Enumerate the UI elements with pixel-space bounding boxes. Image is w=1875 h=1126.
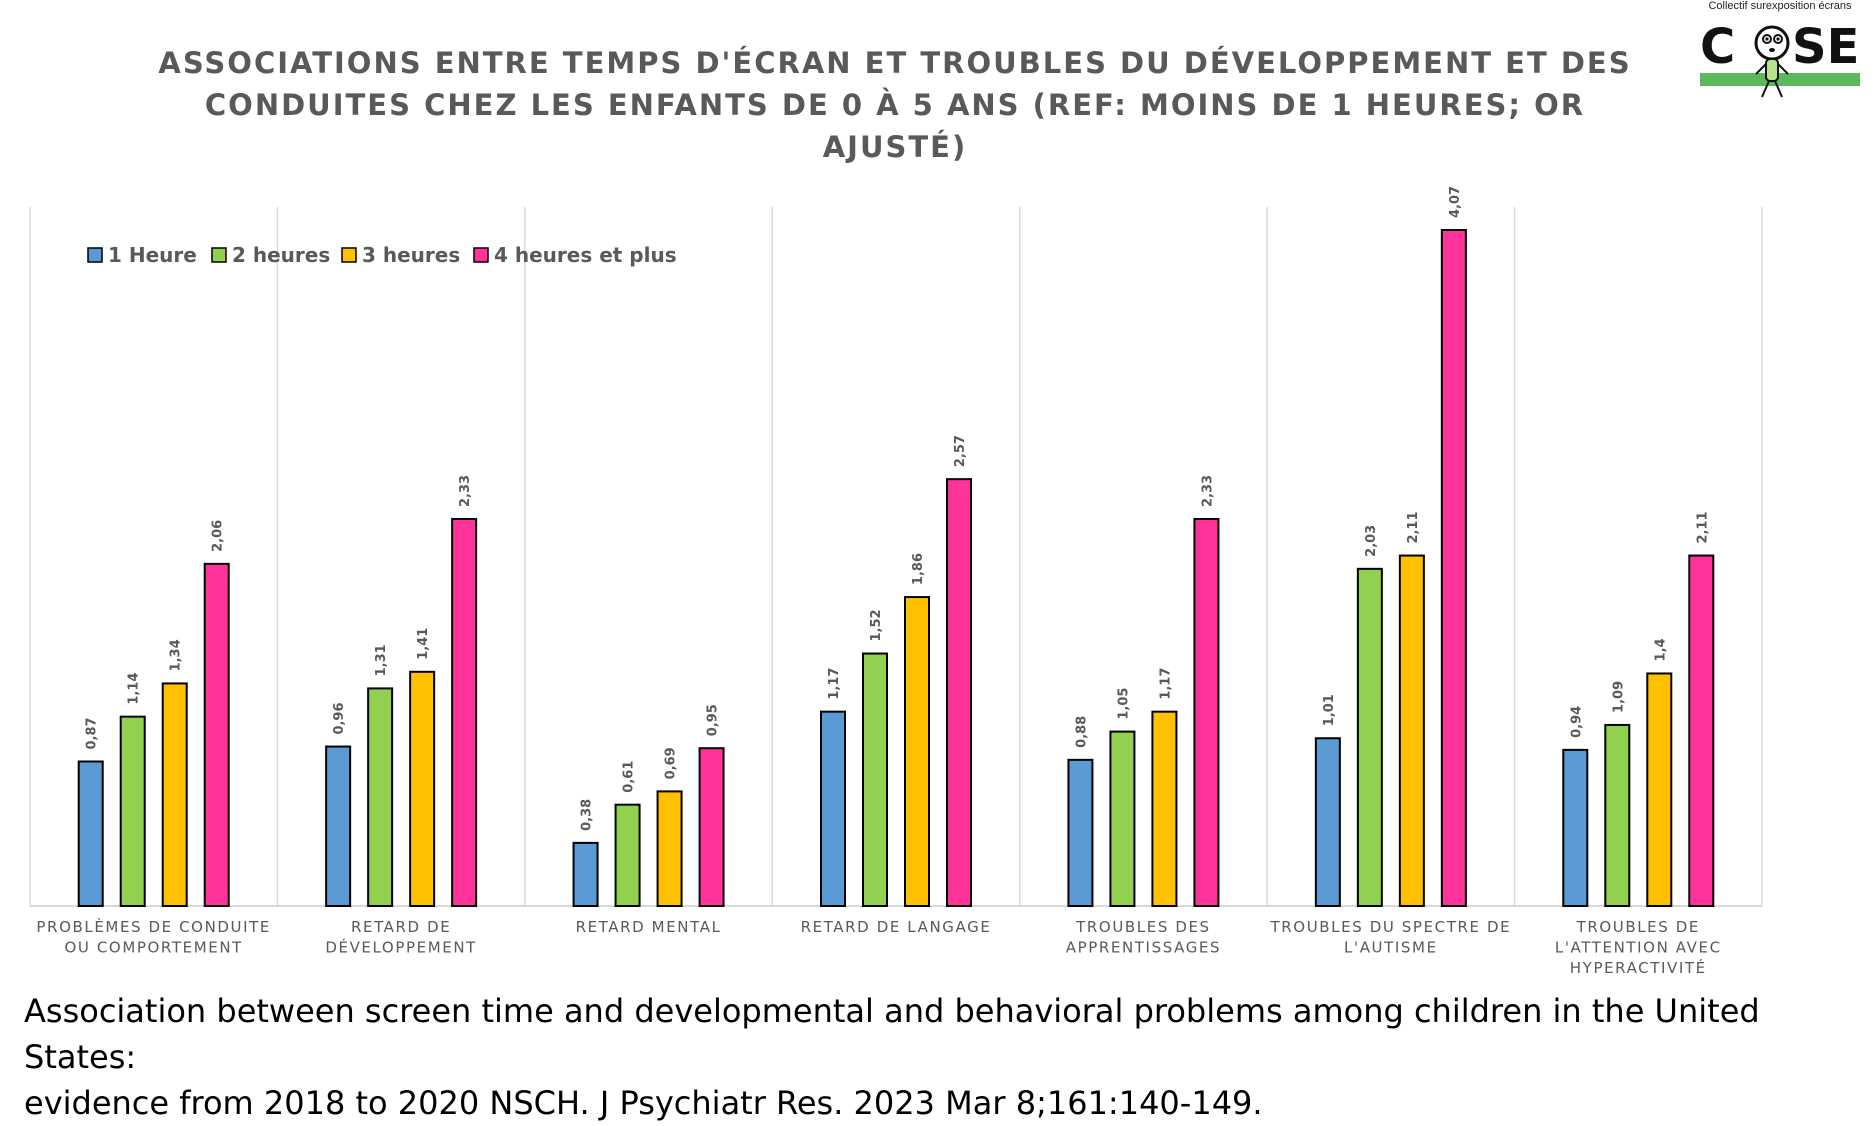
value-label: 0,38 (580, 799, 595, 831)
category-label: APPRENTISSAGES (1066, 939, 1221, 957)
value-label: 1,86 (911, 553, 926, 585)
bar (1151, 710, 1178, 908)
legend-swatch (473, 247, 489, 263)
reference-line-2: evidence from 2018 to 2020 NSCH. J Psych… (24, 1084, 1263, 1122)
value-label: 0,61 (622, 761, 637, 793)
bar (1067, 758, 1094, 907)
value-label: 2,03 (1364, 525, 1379, 557)
legend-swatch (87, 247, 103, 263)
bar (1440, 229, 1467, 907)
logo-letter-c: C (1700, 19, 1735, 75)
legend-label: 3 heures (362, 243, 460, 267)
category-label: TROUBLES DU SPECTRE DE (1270, 918, 1512, 936)
value-label: 2,57 (953, 435, 968, 467)
reference-citation: Association between screen time and deve… (24, 988, 1864, 1126)
bar (904, 596, 930, 907)
legend-label: 4 heures et plus (494, 243, 677, 267)
bar (862, 652, 888, 907)
value-label: 1,34 (169, 639, 184, 671)
legend-swatch (341, 247, 357, 263)
bar (572, 841, 599, 907)
bar (161, 682, 188, 907)
bar (451, 518, 478, 907)
chart-title-line-2: CONDUITES CHEZ LES ENFANTS DE 0 À 5 ANS … (204, 88, 1586, 164)
chart-title: ASSOCIATIONS ENTRE TEMPS D'ÉCRAN ET TROU… (150, 42, 1640, 168)
bar (77, 760, 104, 908)
value-label: 1,31 (374, 644, 389, 676)
logo-letters-se: SE (1792, 19, 1859, 75)
value-label: 0,88 (1074, 716, 1089, 748)
bar (409, 670, 436, 907)
value-labels: 0,87 1,14 1,34 2,06 0,96 1,31 1,41 2,33 0,38 0,61… (85, 186, 1711, 831)
value-label: 2,33 (458, 475, 473, 507)
value-label: 1,17 (1158, 668, 1173, 700)
bar (367, 687, 394, 907)
logo-green-bar (1700, 73, 1860, 86)
category-label: HYPERACTIVITÉ (1570, 958, 1707, 977)
bar (1109, 730, 1136, 908)
category-label: L'AUTISME (1344, 939, 1438, 957)
bar (203, 562, 230, 907)
bar (820, 710, 846, 908)
value-label: 2,33 (1200, 475, 1215, 507)
value-label: 2,11 (1406, 511, 1421, 543)
category-label: RETARD DE LANGAGE (801, 918, 992, 936)
legend-label: 2 heures (232, 243, 330, 267)
value-label: 1,01 (1322, 694, 1337, 726)
value-label: 1,14 (127, 673, 142, 705)
value-label: 0,95 (706, 704, 721, 736)
bar (119, 715, 146, 907)
bar (1562, 748, 1589, 908)
category-label: PROBLÈMES DE CONDUITE (36, 917, 271, 936)
bar (1688, 554, 1715, 907)
value-label: 2,11 (1695, 511, 1710, 543)
category-label: L'ATTENTION AVEC (1555, 939, 1722, 957)
bars (77, 229, 1715, 908)
chart-title-line-1: ASSOCIATIONS ENTRE TEMPS D'ÉCRAN ET TROU… (158, 46, 1632, 80)
value-label: 1,4 (1653, 638, 1668, 661)
category-label: RETARD DE (351, 918, 451, 936)
bar (1193, 518, 1220, 907)
category-label: OU COMPORTEMENT (65, 939, 243, 957)
logo-character-icon (1754, 25, 1790, 98)
value-label: 1,52 (869, 609, 884, 641)
bar (1356, 567, 1383, 907)
bar (325, 745, 352, 907)
value-label: 0,87 (85, 717, 100, 749)
cose-logo: Collectif surexposition écrans C SE (1700, 0, 1860, 100)
bar (656, 790, 683, 907)
category-label: TROUBLES DES (1075, 918, 1211, 936)
category-labels: PROBLÈMES DE CONDUITE OU COMPORTEMENT RETA… (36, 917, 1722, 977)
value-label: 1,17 (827, 668, 842, 700)
reference-line-1: Association between screen time and deve… (24, 992, 1760, 1076)
legend: 1 Heure 2 heures 3 heures 4 heures et plus (87, 243, 677, 267)
category-label: DÉVELOPPEMENT (325, 938, 477, 957)
bar (1604, 723, 1631, 908)
bar (698, 747, 725, 907)
logo-graphic: C SE (1700, 19, 1860, 98)
bar-chart: 0,87 1,14 1,34 2,06 0,96 1,31 1,41 2,33 0,38 0,61… (29, 186, 1763, 977)
legend-label: 1 Heure (108, 243, 197, 267)
bar (946, 478, 972, 907)
bar (1646, 672, 1673, 908)
value-label: 0,96 (332, 702, 347, 734)
bar (614, 803, 641, 907)
category-label: TROUBLES DE (1576, 918, 1700, 936)
value-label: 0,69 (664, 747, 679, 779)
legend-swatch (211, 247, 227, 263)
category-label: RETARD MENTAL (576, 918, 722, 936)
logo-caption: Collectif surexposition écrans (1708, 0, 1852, 12)
value-label: 1,09 (1611, 681, 1626, 713)
bar (1398, 554, 1425, 907)
bar (1314, 737, 1341, 908)
value-label: 2,06 (211, 520, 226, 552)
value-label: 1,05 (1116, 688, 1131, 720)
value-label: 1,41 (416, 628, 431, 660)
category-dividers (29, 207, 1763, 906)
value-label: 0,94 (1569, 706, 1584, 738)
value-label: 4,07 (1448, 186, 1463, 218)
